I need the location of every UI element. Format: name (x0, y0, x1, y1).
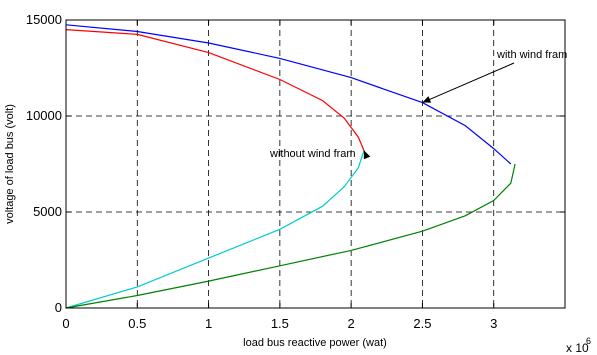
x-tick-label-2: 1 (205, 316, 212, 331)
y-tick-label-0: 0 (55, 300, 62, 315)
grid-lines (66, 20, 565, 308)
y-tick-label-1: 5000 (33, 204, 62, 219)
x-tick-label-6: 3 (490, 316, 497, 331)
annotation-arrow-head-1 (363, 150, 371, 160)
x-multiplier-exponent: 6 (586, 336, 591, 346)
x-tick-label-3: 1.5 (271, 316, 289, 331)
series-line-2 (65, 24, 512, 165)
series-line-3 (65, 163, 516, 309)
y-axis-ticks: 0 5000 10000 15000 (26, 12, 565, 315)
y-tick-label-2: 10000 (26, 108, 62, 123)
data-series (65, 24, 516, 309)
x-multiplier-label: x 10 (566, 341, 589, 355)
annotation-label-1: without wind fram (269, 148, 356, 160)
x-tick-label-1: 0.5 (128, 316, 146, 331)
annotations: with wind fram without wind fram (269, 49, 567, 160)
annotation-arrow-line-0 (422, 62, 515, 104)
x-tick-label-0: 0 (62, 316, 69, 331)
plot-frame (65, 19, 566, 309)
y-tick-label-3: 15000 (26, 12, 62, 27)
series-line-0 (65, 29, 365, 151)
series-line-1 (65, 150, 365, 309)
x-axis-ticks: 0 0.5 1 1.5 2 2.5 3 (62, 20, 497, 331)
annotation-label-0: with wind fram (496, 49, 567, 61)
y-axis-label: voltage of load bus (volt) (4, 104, 16, 224)
annotation-arrow-head-0 (422, 96, 432, 103)
x-axis-label: load bus reactive power (wat) (243, 337, 387, 349)
x-tick-label-5: 2.5 (413, 316, 431, 331)
x-tick-label-4: 2 (348, 316, 355, 331)
